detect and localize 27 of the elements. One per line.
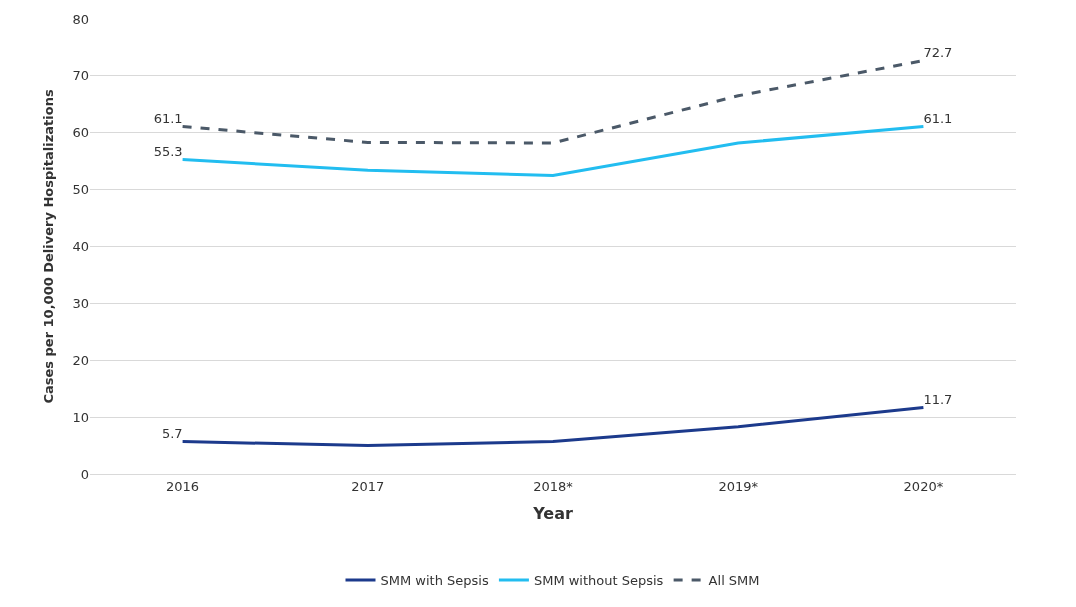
x-axis-title: Year <box>532 504 573 524</box>
data-label: 55.3 <box>153 144 183 160</box>
x-tick-label: 2018* <box>533 478 574 494</box>
data-label: 61.1 <box>923 111 953 127</box>
data-label: 72.7 <box>923 45 953 61</box>
x-tick-label: 2020* <box>903 478 944 494</box>
data-label: 61.1 <box>153 111 183 127</box>
y-tick-label: 40 <box>72 239 89 255</box>
y-tick-label: 30 <box>72 295 89 311</box>
y-tick-label: 10 <box>72 409 89 425</box>
y-tick-label: 20 <box>72 352 89 368</box>
x-tick-label: 2016 <box>166 478 200 494</box>
legend-label: All SMM <box>708 573 760 589</box>
x-tick-label: 2019* <box>718 478 759 494</box>
y-axis-title: Cases per 10,000 Delivery Hospitalizations <box>41 89 57 404</box>
data-label: 11.7 <box>923 392 953 408</box>
x-tick-label: 2017 <box>351 478 385 494</box>
y-tick-label: 60 <box>72 125 89 141</box>
y-tick-label: 0 <box>80 466 89 482</box>
legend-label: SMM with Sepsis <box>380 573 489 589</box>
y-tick-label: 80 <box>72 11 89 27</box>
data-label: 5.7 <box>161 426 183 442</box>
y-tick-label: 70 <box>72 68 89 84</box>
y-tick-label: 50 <box>72 182 89 198</box>
legend-label: SMM without Sepsis <box>533 573 664 589</box>
line-series <box>181 405 925 448</box>
line-series <box>181 124 925 177</box>
